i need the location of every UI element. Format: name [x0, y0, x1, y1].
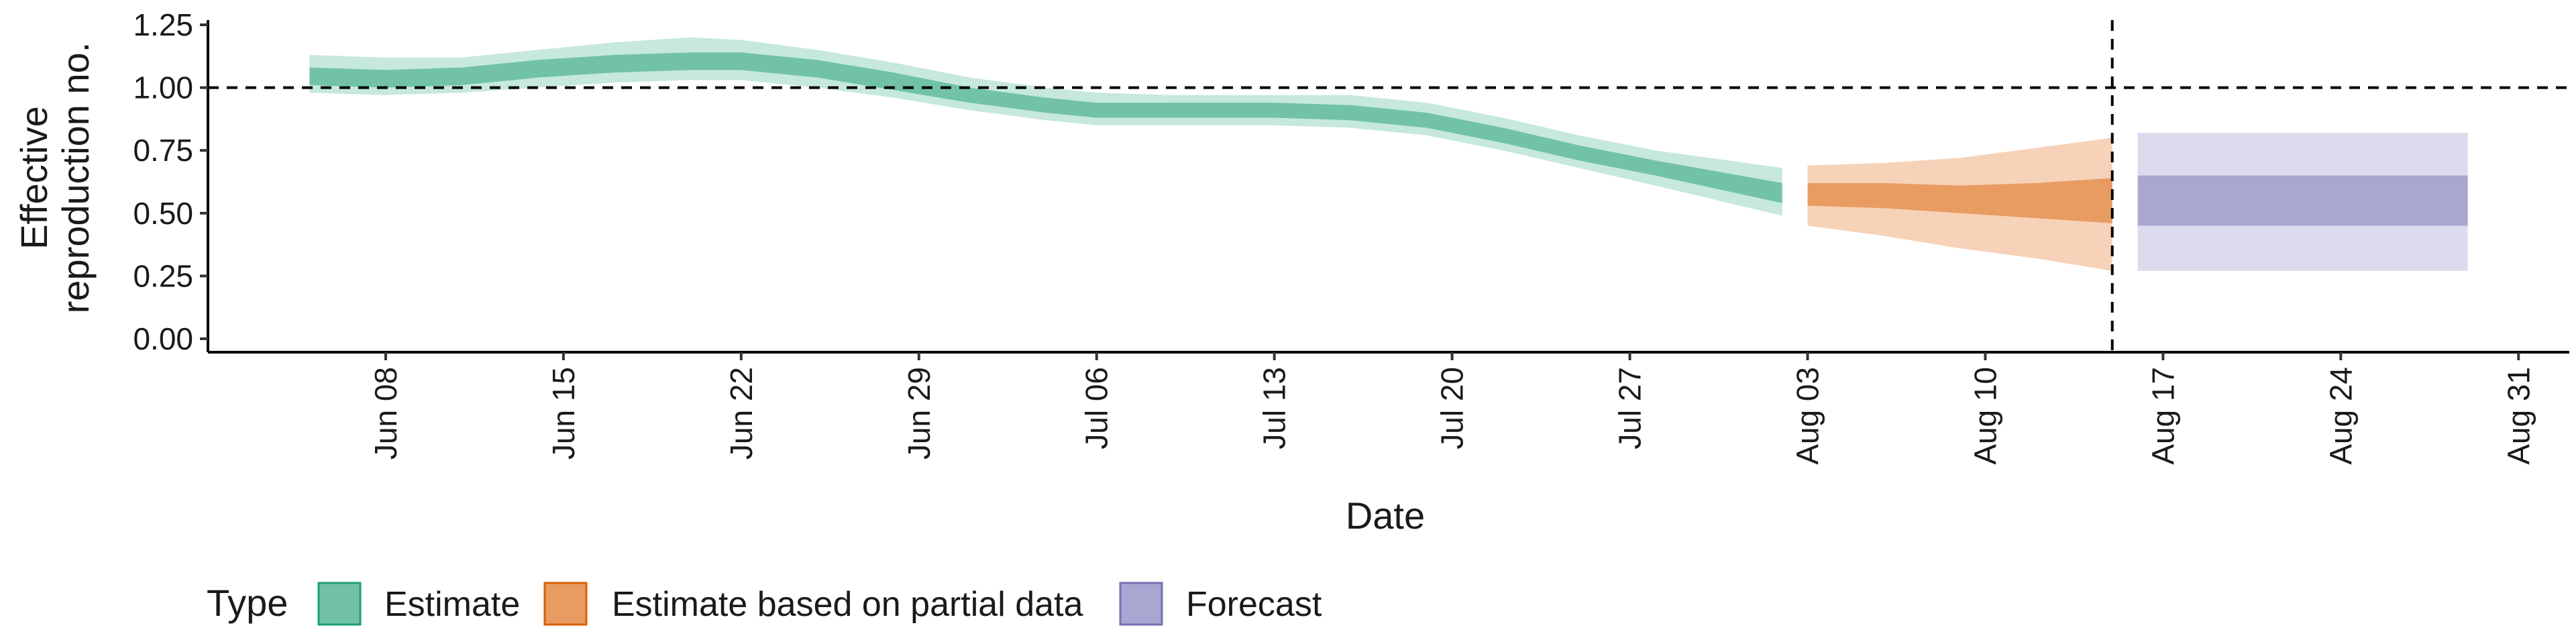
- x-tick-label: Jul 13: [1257, 367, 1292, 449]
- x-tick-label: Aug 17: [2145, 367, 2180, 465]
- x-tick-label: Jul 06: [1079, 367, 1114, 449]
- y-axis-title-line-1: Effective: [13, 106, 55, 250]
- x-tick-label: Jul 27: [1613, 367, 1648, 449]
- x-tick-label: Jun 22: [724, 367, 759, 460]
- legend-label-estimate: Estimate: [384, 585, 520, 624]
- y-tick-label: 0.00: [133, 321, 193, 356]
- plot-area: [208, 20, 2569, 352]
- x-tick-label: Jun 08: [368, 367, 403, 460]
- y-tick-label: 1.00: [133, 70, 193, 105]
- axes: 0.00 0.25 0.50 0.75 1.00 1.25 Jun 08 Jun 15 Jun …: [133, 7, 2569, 465]
- x-tick-label: Jun 29: [902, 367, 936, 460]
- legend-key-estimate: [317, 582, 362, 626]
- legend-label-forecast: Forecast: [1186, 585, 1322, 624]
- legend-key-forecast: [1119, 582, 1163, 626]
- x-tick-label: Aug 24: [2323, 367, 2358, 465]
- band-50-forecast: [2137, 175, 2468, 226]
- y-tick-label: 1.25: [133, 7, 193, 42]
- x-tick-label: Jun 15: [546, 367, 581, 460]
- x-tick-label: Aug 03: [1790, 367, 1825, 465]
- legend-title: Type: [207, 582, 288, 624]
- y-tick-label: 0.75: [133, 133, 193, 168]
- legend: Type Estimate Estimate based on partial …: [207, 582, 1322, 626]
- legend-label-partial-estimate: Estimate based on partial data: [612, 585, 1083, 624]
- y-axis-title-line-2: reproduction no.: [54, 42, 97, 314]
- x-tick-label: Aug 31: [2501, 367, 2536, 465]
- x-axis-title: Date: [1346, 494, 1425, 537]
- y-tick-label: 0.50: [133, 196, 193, 231]
- x-tick-label: Aug 10: [1968, 367, 2003, 465]
- band-50-estimate: [309, 52, 1782, 203]
- legend-key-partial-estimate: [543, 582, 588, 626]
- x-tick-label: Jul 20: [1435, 367, 1470, 449]
- y-tick-label: 0.25: [133, 258, 193, 293]
- band-50-estimate-based-on-partial-data: [1807, 178, 2112, 223]
